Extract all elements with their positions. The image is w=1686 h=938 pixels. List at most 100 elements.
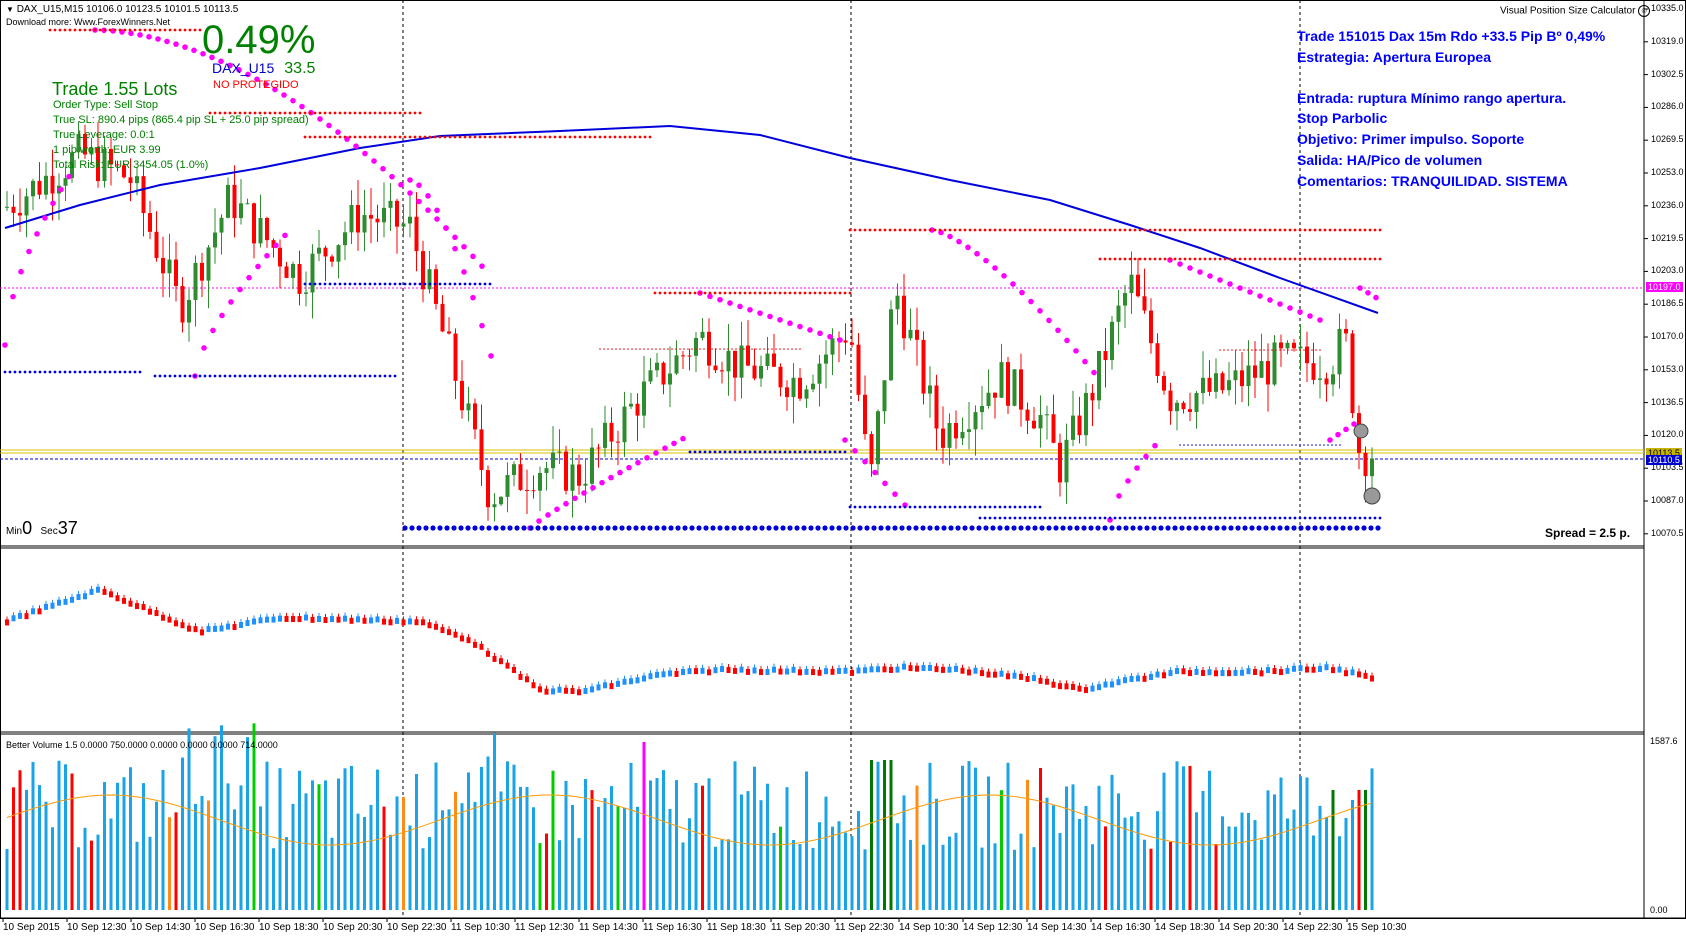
support-level [178, 374, 182, 378]
support-level [848, 505, 852, 509]
volume-bar [1364, 790, 1367, 910]
resistance-level [1198, 228, 1202, 232]
support-level [1073, 516, 1077, 520]
resistance-level [348, 111, 352, 115]
minor-level [1307, 444, 1309, 446]
resistance-level [1233, 228, 1237, 232]
volume-bar [876, 761, 880, 910]
volume-bar [1149, 848, 1153, 910]
resistance-level [1298, 257, 1302, 261]
support-level [688, 450, 692, 454]
smiley-icon[interactable]: ☺ [1638, 5, 1651, 17]
support-level [118, 370, 122, 374]
candle-body [1214, 373, 1218, 392]
support-level [108, 370, 112, 374]
sar-dot [201, 345, 207, 351]
volume-bar [558, 840, 561, 910]
support-level [708, 450, 712, 454]
minor-level [1279, 349, 1281, 351]
support-level [1148, 516, 1152, 520]
resistance-level [443, 135, 447, 139]
support-level [703, 450, 707, 454]
support-level [1153, 516, 1157, 520]
support-level [1353, 516, 1357, 520]
support-level-big [521, 525, 527, 531]
volume-bar [538, 843, 542, 910]
minor-level [723, 348, 725, 350]
support-level-big [1221, 525, 1227, 531]
support-level [288, 374, 292, 378]
sar-dot [380, 165, 386, 172]
support-level [323, 374, 327, 378]
resistance-level [1353, 228, 1357, 232]
candle-body [824, 354, 828, 364]
sar-dot [452, 234, 458, 241]
support-level [1358, 516, 1362, 520]
resistance-level [528, 135, 532, 139]
candle-body [954, 423, 958, 439]
volume-bar [1117, 793, 1120, 910]
support-level-big [1088, 525, 1094, 531]
support-level-big [941, 525, 947, 531]
support-level [303, 282, 307, 286]
volume-bar [135, 841, 139, 910]
candle-body [1194, 393, 1199, 412]
volume-bar [571, 805, 574, 910]
candle-body [122, 165, 126, 178]
resistance-level [833, 291, 837, 295]
minor-level [699, 348, 701, 350]
resistance-level [458, 135, 462, 139]
candle-body [265, 218, 269, 241]
sar-dot [1317, 317, 1323, 323]
candle-body [11, 206, 16, 213]
volume-bar [44, 801, 48, 910]
support-level [793, 450, 797, 454]
resistance-level [983, 228, 987, 232]
resistance-level [613, 135, 617, 139]
sar-dot [965, 244, 971, 251]
support-level [248, 374, 252, 378]
volume-bar [1188, 765, 1192, 910]
support-level [1248, 516, 1252, 520]
support-level-big [885, 525, 891, 531]
volume-bar [389, 834, 392, 910]
volume-bar [57, 760, 61, 910]
resistance-level [1323, 257, 1327, 261]
sar-dot [1116, 493, 1122, 499]
resistance-level [1273, 228, 1277, 232]
support-level [398, 282, 402, 286]
sar-dot [416, 198, 422, 205]
candle-body [603, 422, 607, 448]
volume-bar [519, 786, 522, 910]
candle-body [1324, 378, 1329, 385]
resistance-level [1373, 228, 1377, 232]
resistance-level [693, 291, 697, 295]
resistance-level [208, 111, 212, 115]
candle-body [1337, 328, 1342, 375]
total-risk: Total Risk: EUR 3454.05 (1.0%) [53, 159, 209, 171]
support-level [878, 505, 882, 509]
support-level-big [661, 525, 667, 531]
resistance-level [1173, 228, 1177, 232]
price-tag-current: 10113.5 [1646, 448, 1682, 458]
resistance-level [973, 228, 977, 232]
support-level [1003, 516, 1007, 520]
support-level-big [815, 525, 821, 531]
resistance-level [1238, 257, 1242, 261]
volume-bar [285, 837, 288, 910]
volume-bar [974, 767, 977, 910]
resistance-level [483, 135, 487, 139]
volume-bar [857, 811, 860, 910]
resistance-level [1178, 228, 1182, 232]
support-level [1323, 516, 1327, 520]
candle-body [1032, 420, 1036, 429]
candle-body [928, 385, 932, 394]
position-size-calculator[interactable]: Visual Position Size Calculator ☺ [1500, 5, 1651, 17]
resistance-level [968, 228, 972, 232]
candle-body [492, 504, 497, 508]
minor-level [1243, 444, 1245, 446]
volume-bar [616, 806, 620, 910]
resistance-level [408, 135, 412, 139]
volume-bar [772, 832, 776, 910]
